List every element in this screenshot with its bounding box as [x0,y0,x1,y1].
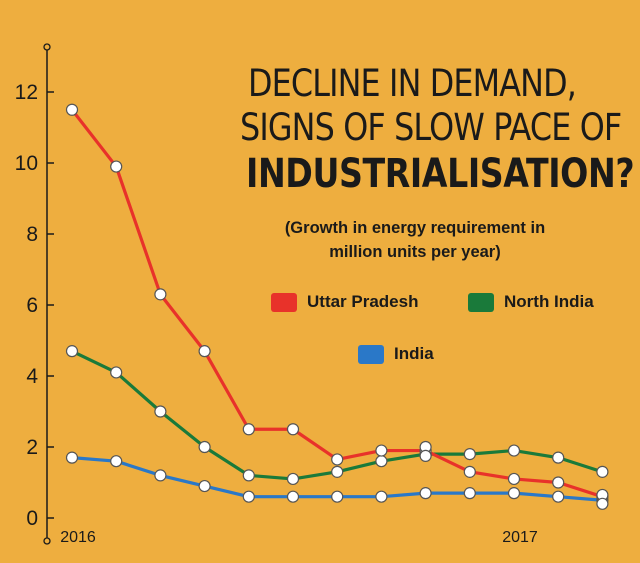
x-label-2017: 2017 [502,529,538,546]
point-india-1 [110,455,123,468]
point-north-india-4 [242,469,255,482]
legend-india: India [358,344,434,364]
point-india-6 [331,490,344,503]
point-extra-3 [596,497,609,510]
point-india-2 [154,469,167,482]
point-india-9 [463,487,476,500]
title-line-1: DECLINE IN DEMAND, [247,62,577,105]
point-uttar-pradesh-2 [154,288,167,301]
title-line-bold: INDUSTRIALISATION? [246,151,635,197]
point-north-india-12 [596,465,609,478]
subtitle-line-1: (Growth in energy requirement in [284,219,546,237]
y-tick-label-2: 2 [26,436,38,459]
legend-label-north-india: North India [504,292,594,311]
point-uttar-pradesh-10 [507,472,521,486]
legend-swatch-india [358,344,384,364]
point-india-11 [552,490,565,503]
point-india-5 [286,490,300,503]
subtitle-line-2: million units per year) [329,243,501,261]
point-india-3 [198,479,211,493]
legend-north-india: North India [468,292,594,312]
point-north-india-9 [463,448,476,461]
point-uttar-pradesh-11 [552,476,565,489]
y-axis-bottom-cap [43,537,51,545]
legend-uttar-pradesh: Uttar Pradesh [271,292,418,312]
point-north-india-10 [507,444,521,457]
point-extra-1 [419,449,432,462]
y-axis-top-cap [43,43,51,51]
point-north-india-6 [331,465,344,478]
point-uttar-pradesh-4 [242,423,255,436]
point-uttar-pradesh-0 [65,103,79,116]
y-tick-label-10: 10 [15,152,38,175]
legend-label-india: India [394,344,434,363]
x-label-2016: 2016 [60,529,96,546]
point-uttar-pradesh-1 [110,160,123,173]
point-india-8 [419,487,432,500]
y-tick-label-8: 8 [26,223,38,246]
y-tick-label-0: 0 [26,507,38,530]
title-line-2: SIGNS OF SLOW PACE OF [240,106,622,149]
y-tick-label-6: 6 [26,294,38,317]
chart-title: DECLINE IN DEMAND, SIGNS OF SLOW PACE OF… [212,62,635,198]
point-uttar-pradesh-6 [331,453,344,466]
y-tick-label-12: 12 [15,81,38,104]
y-tick-label-4: 4 [26,365,38,388]
legend-label-uttar-pradesh: Uttar Pradesh [307,292,419,311]
point-uttar-pradesh-9 [463,465,476,478]
point-india-4 [242,490,255,503]
point-uttar-pradesh-7 [375,444,388,457]
point-north-india-3 [198,440,211,454]
point-uttar-pradesh-3 [198,345,211,358]
point-north-india-0 [65,345,79,358]
legend-swatch-uttar-pradesh [271,292,297,312]
point-uttar-pradesh-5 [286,423,300,436]
point-india-7 [375,490,388,503]
point-north-india-1 [110,366,123,379]
point-north-india-5 [286,472,300,486]
chart-subtitle: (Growth in energy requirement in million… [255,216,575,264]
point-north-india-11 [552,451,565,464]
legend-swatch-north-india [468,292,494,312]
point-north-india-7 [375,455,388,468]
point-india-0 [65,451,79,464]
point-north-india-2 [154,405,167,418]
point-india-10 [507,487,521,500]
